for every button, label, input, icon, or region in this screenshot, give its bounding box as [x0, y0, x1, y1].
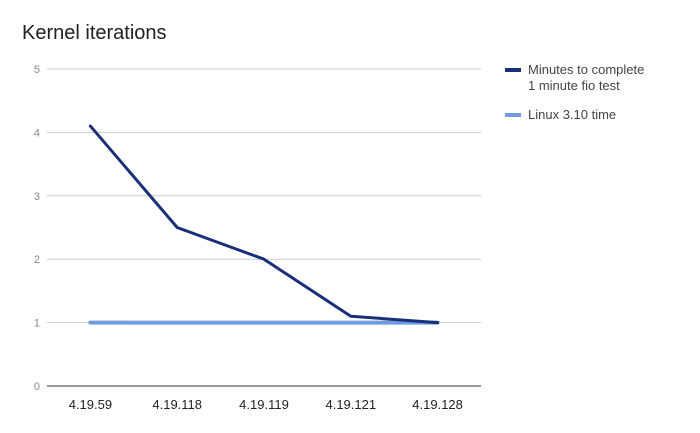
- y-tick-label: 1: [34, 318, 40, 330]
- y-tick-label: 4: [34, 127, 40, 139]
- y-tick-label: 0: [34, 381, 40, 393]
- x-tick-label: 4.19.121: [325, 397, 376, 412]
- y-tick-label: 3: [34, 191, 40, 203]
- y-axis-ticks: 0 1 2 3 4 5: [34, 64, 40, 393]
- series-line-fio: [88, 124, 440, 325]
- series-lines: [88, 124, 440, 325]
- legend-swatch-linux: [505, 113, 521, 117]
- y-tick-label: 2: [34, 254, 40, 266]
- y-tick-label: 5: [34, 64, 40, 76]
- chart-title: Kernel iterations: [22, 22, 167, 44]
- x-tick-label: 4.19.118: [152, 397, 202, 412]
- legend-swatch-fio: [505, 68, 521, 72]
- legend-label-fio: Minutes to complete 1 minute fio test: [528, 62, 645, 93]
- legend-item-linux: Linux 3.10 time: [505, 107, 685, 123]
- x-tick-label: 4.19.119: [239, 397, 289, 412]
- x-tick-label: 4.19.128: [412, 397, 463, 412]
- x-tick-label: 4.19.59: [69, 397, 112, 412]
- legend: Minutes to complete 1 minute fio test Li…: [505, 62, 685, 136]
- gridlines: [47, 68, 481, 387]
- x-axis-ticks: 4.19.59 4.19.118 4.19.119 4.19.121 4.19.128: [69, 397, 463, 412]
- legend-item-fio: Minutes to complete 1 minute fio test: [505, 62, 685, 94]
- legend-label-linux: Linux 3.10 time: [528, 107, 617, 122]
